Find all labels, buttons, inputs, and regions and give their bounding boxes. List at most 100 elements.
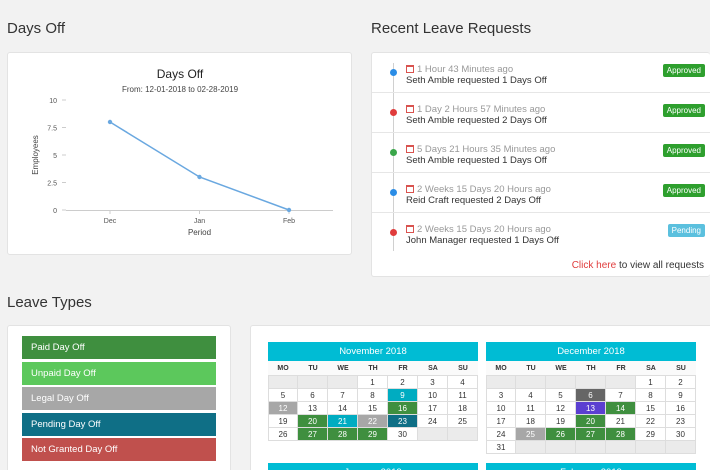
series-line [109,121,290,211]
calendar-day[interactable]: 20 [576,415,606,428]
calendar-day[interactable]: 16 [666,402,696,415]
calendar-day[interactable]: 11 [448,389,478,402]
calendar-day[interactable]: 15 [636,402,666,415]
calendar-grid: MO TU WE TH FR SA SU 1 2 3 4 5 6 7 8 9 10 11 12 13 14 15 16 17 1… [268,361,478,441]
timeline-line [393,63,394,251]
calendar-day[interactable]: 5 [546,389,576,402]
calendar-grid: MO TU WE TH FR SA SU 1 2 3 4 5 6 7 8 9 10 11 12 13 14 15 16 17 1… [486,361,696,454]
request-time-text: 2 Weeks 15 Days 20 Hours ago [417,224,551,235]
calendar-day[interactable]: 22 [636,415,666,428]
calendar-day[interactable]: 7 [328,389,358,402]
calendar-empty-cell [328,376,358,389]
weekday-label: WE [546,361,576,376]
calendar-day[interactable]: 28 [328,428,358,441]
calendar-day[interactable]: 6 [298,389,328,402]
calendar-day[interactable]: 21 [328,415,358,428]
calendar-day[interactable]: 10 [486,402,516,415]
weekday-label: SU [448,361,478,376]
calendar-day[interactable]: 14 [606,402,636,415]
request-text: Seth Amble requested 1 Days Off [406,155,547,166]
calendar-day[interactable]: 30 [666,428,696,441]
leave-type-item: Not Granted Day Off [22,438,216,461]
calendar-day[interactable]: 29 [358,428,388,441]
click-here-link[interactable]: Click here [571,260,617,271]
weekday-label: SU [666,361,696,376]
weekday-label: TU [516,361,546,376]
calendar-day[interactable]: 20 [298,415,328,428]
calendar-day[interactable]: 8 [358,389,388,402]
calendar-day[interactable]: 7 [606,389,636,402]
calendar-day[interactable]: 29 [636,428,666,441]
calendar-day[interactable]: 27 [576,428,606,441]
leave-request-row: 2 Weeks 15 Days 20 Hours ago Reid Craft r… [372,173,710,213]
request-text: Seth Amble requested 2 Days Off [406,115,547,126]
x-tick-label: Jan [194,218,205,225]
calendar-day[interactable]: 30 [388,428,418,441]
calendar-day[interactable]: 31 [486,441,516,454]
calendar-day[interactable]: 22 [358,415,388,428]
calendar-day[interactable]: 25 [516,428,546,441]
month-calendar: December 2018 MO TU WE TH FR SA SU 1 2 3 4 5 6 7 8 9 10 11… [486,342,696,454]
calendar-day[interactable]: 18 [516,415,546,428]
calendar-day[interactable]: 12 [546,402,576,415]
calendar-day[interactable]: 24 [418,415,448,428]
leave-request-row: 5 Days 21 Hours 35 Minutes ago Seth Amble… [372,133,710,173]
chart-title: Days Off [157,67,204,81]
calendar-day[interactable]: 1 [636,376,666,389]
calendar-day[interactable]: 13 [576,402,606,415]
calendar-day[interactable]: 23 [388,415,418,428]
request-time-text: 1 Hour 43 Minutes ago [417,64,514,75]
calendar-icon [406,65,414,73]
calendar-day[interactable]: 26 [268,428,298,441]
calendar-empty-cell [606,441,636,454]
calendar-day[interactable]: 24 [486,428,516,441]
data-point [107,119,113,125]
calendar-day[interactable]: 17 [418,402,448,415]
calendar-day[interactable]: 27 [298,428,328,441]
leave-type-item: Legal Day Off [22,387,216,410]
calendar-day[interactable]: 19 [268,415,298,428]
calendar-day[interactable]: 9 [666,389,696,402]
calendar-day[interactable]: 25 [448,415,478,428]
calendar-day[interactable]: 16 [388,402,418,415]
calendar-day[interactable]: 2 [666,376,696,389]
calendar-day[interactable]: 2 [388,376,418,389]
calendar-day[interactable]: 14 [328,402,358,415]
calendar-empty-cell [546,441,576,454]
calendar-day[interactable]: 28 [606,428,636,441]
calendar-day[interactable]: 3 [418,376,448,389]
calendar-day[interactable]: 8 [636,389,666,402]
view-all-text: to view all requests [616,260,704,271]
y-axis-label: Employees [31,135,40,175]
leave-request-row: 1 Hour 43 Minutes ago Seth Amble requeste… [372,53,710,93]
recent-leave-requests-title: Recent Leave Requests [371,20,532,37]
calendar-day[interactable]: 1 [358,376,388,389]
calendar-icon [406,105,414,113]
calendar-day[interactable]: 12 [268,402,298,415]
calendar-day[interactable]: 17 [486,415,516,428]
leave-type-item: Paid Day Off [22,336,216,359]
request-time-text: 1 Day 2 Hours 57 Minutes ago [417,104,546,115]
calendar-day[interactable]: 4 [448,376,478,389]
calendar-day[interactable]: 23 [666,415,696,428]
calendar-day[interactable]: 21 [606,415,636,428]
calendar-day[interactable]: 4 [516,389,546,402]
calendar-day[interactable]: 19 [546,415,576,428]
calendar-day[interactable]: 15 [358,402,388,415]
y-tick-label: 2.5 [47,181,57,188]
calendar-day[interactable]: 6 [576,389,606,402]
month-title: November 2018 [268,342,478,361]
calendar-empty-cell [636,441,666,454]
calendar-day[interactable]: 11 [516,402,546,415]
calendar-day[interactable]: 26 [546,428,576,441]
month-calendar: February 2019 [486,463,696,470]
calendar-day[interactable]: 13 [298,402,328,415]
calendar-day[interactable]: 5 [268,389,298,402]
calendar-day[interactable]: 9 [388,389,418,402]
data-point [286,207,292,213]
calendar-day[interactable]: 18 [448,402,478,415]
timeline-dot [390,189,397,196]
leave-type-item: Unpaid Day Off [22,361,216,385]
calendar-day[interactable]: 10 [418,389,448,402]
calendar-day[interactable]: 3 [486,389,516,402]
